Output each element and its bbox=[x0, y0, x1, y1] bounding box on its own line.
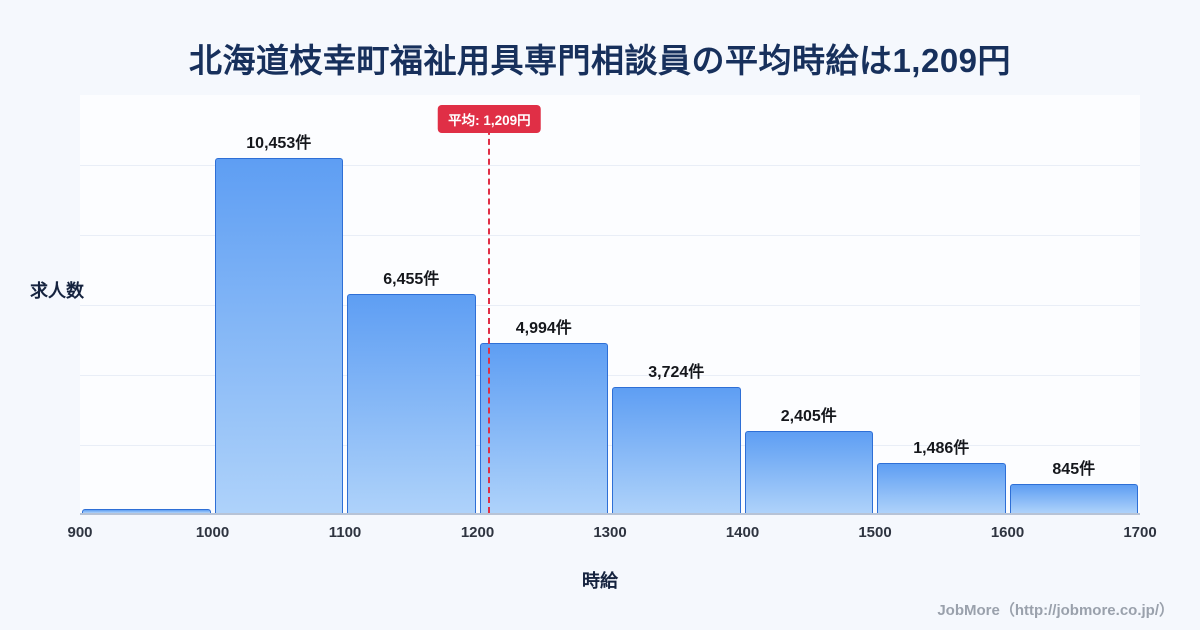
histogram-bar: 2,405件 bbox=[744, 408, 873, 513]
histogram-bar: 845件 bbox=[1009, 461, 1138, 513]
footer-credit: JobMore（http://jobmore.co.jp/） bbox=[937, 602, 1174, 619]
gridline bbox=[80, 165, 1140, 166]
plot-area: 平均: 1,209円 10,453件 6,455件 4,994件 3,724件 2,40… bbox=[80, 95, 1140, 515]
gridline bbox=[80, 375, 1140, 376]
mean-badge: 平均: 1,209円 bbox=[438, 105, 541, 133]
y-axis-label: 求人数 bbox=[30, 281, 84, 301]
x-tick-label: 1200 bbox=[460, 524, 495, 541]
bar-count-label: 2,405件 bbox=[780, 408, 837, 426]
x-tick-label: 1400 bbox=[725, 524, 760, 541]
histogram-bar: 10,453件 bbox=[214, 135, 343, 513]
bar-count-label: 4,994件 bbox=[515, 320, 572, 338]
bar-count-label: 1,486件 bbox=[913, 439, 970, 457]
x-axis-ticks: 900 1000 1100 1200 1300 1400 1500 1600 1700 bbox=[67, 524, 1156, 546]
bar-count-label: 10,453件 bbox=[246, 135, 312, 152]
bar-count-label: 845件 bbox=[1052, 461, 1096, 479]
histogram-bar: 1,486件 bbox=[877, 440, 1006, 513]
page-title: 北海道枝幸町福祉用具専門相談員の平均時給は1,209円 bbox=[188, 42, 1012, 79]
x-tick-label: 1600 bbox=[990, 524, 1025, 541]
x-tick-label: 1500 bbox=[858, 524, 892, 541]
histogram-bar: 4,994件 bbox=[479, 320, 608, 513]
histogram-bar: 6,455件 bbox=[347, 271, 476, 513]
x-tick-label: 1100 bbox=[328, 524, 362, 541]
bar-count-label: 3,724件 bbox=[648, 363, 705, 381]
x-tick-label: 1700 bbox=[1123, 524, 1157, 541]
x-tick-label: 1000 bbox=[195, 524, 230, 541]
histogram-bar: 3,724件 bbox=[612, 364, 741, 513]
x-tick-label: 900 bbox=[67, 524, 93, 541]
mean-line bbox=[488, 109, 491, 513]
histogram-bar bbox=[82, 509, 211, 513]
bar-count-label: 6,455件 bbox=[383, 270, 440, 288]
gridline bbox=[80, 235, 1140, 236]
x-axis-label: 時給 bbox=[582, 571, 618, 591]
gridline bbox=[80, 305, 1140, 306]
gridline bbox=[80, 445, 1140, 446]
x-tick-label: 1300 bbox=[593, 524, 627, 541]
